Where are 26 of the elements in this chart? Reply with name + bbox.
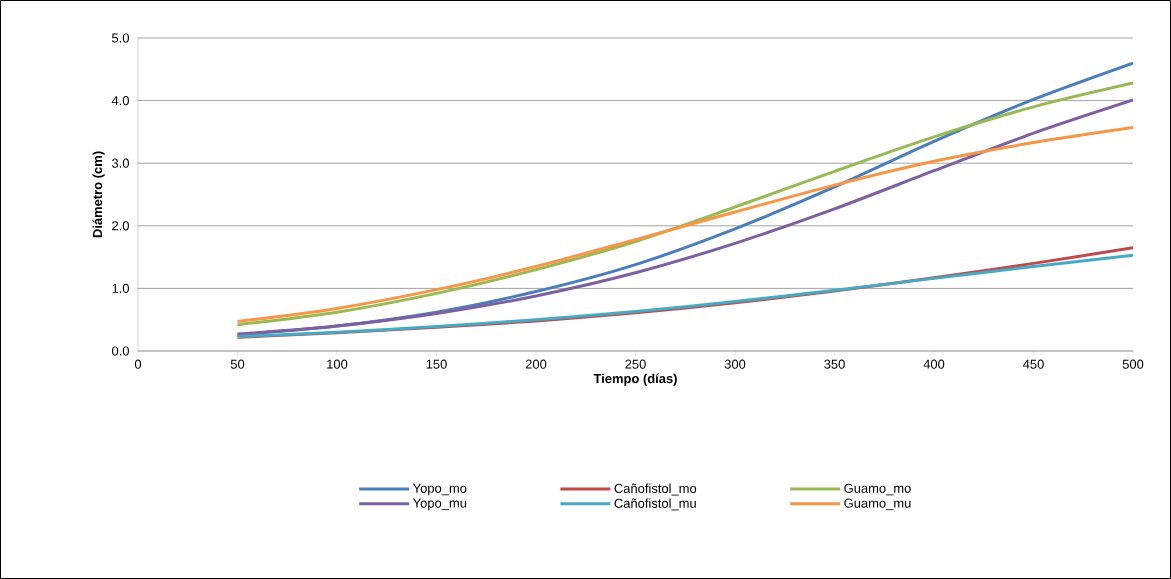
x-tick-label: 400 [923,359,945,369]
x-tick-label: 150 [426,359,447,369]
legend-label: Cañofistol_mo [614,483,697,496]
x-tick-label: 100 [327,359,348,369]
x-tick-label: 350 [824,359,845,369]
legend-label: Yopo_mo [412,483,467,496]
y-tick-label: 2.0 [112,221,129,231]
y-tick-label: 0.0 [111,346,129,356]
y-tick-label: 1.0 [112,283,129,293]
x-tick-label: 200 [525,359,547,369]
y-tick-label: 3.0 [111,158,129,168]
legend-label: Guamo_mo [844,483,911,496]
y-axis-title: Diámetro (cm) [92,151,105,238]
x-tick-label: 300 [724,359,746,369]
x-tick-label: 500 [1122,359,1144,369]
x-tick-label: 50 [230,359,245,369]
legend-label: Guamo_mu [844,498,911,511]
line-series [236,126,1134,324]
x-tick-label: 450 [1023,359,1044,369]
x-tick-label: 0 [134,359,142,369]
x-axis-title: Tiempo (días) [593,373,677,386]
legend-label: Yopo_mu [412,498,467,511]
legend-label: Cañofistol_mu [614,498,696,511]
y-tick-label: 5.0 [111,33,129,43]
x-tick-label: 250 [625,359,646,369]
y-tick-label: 4.0 [111,96,129,106]
